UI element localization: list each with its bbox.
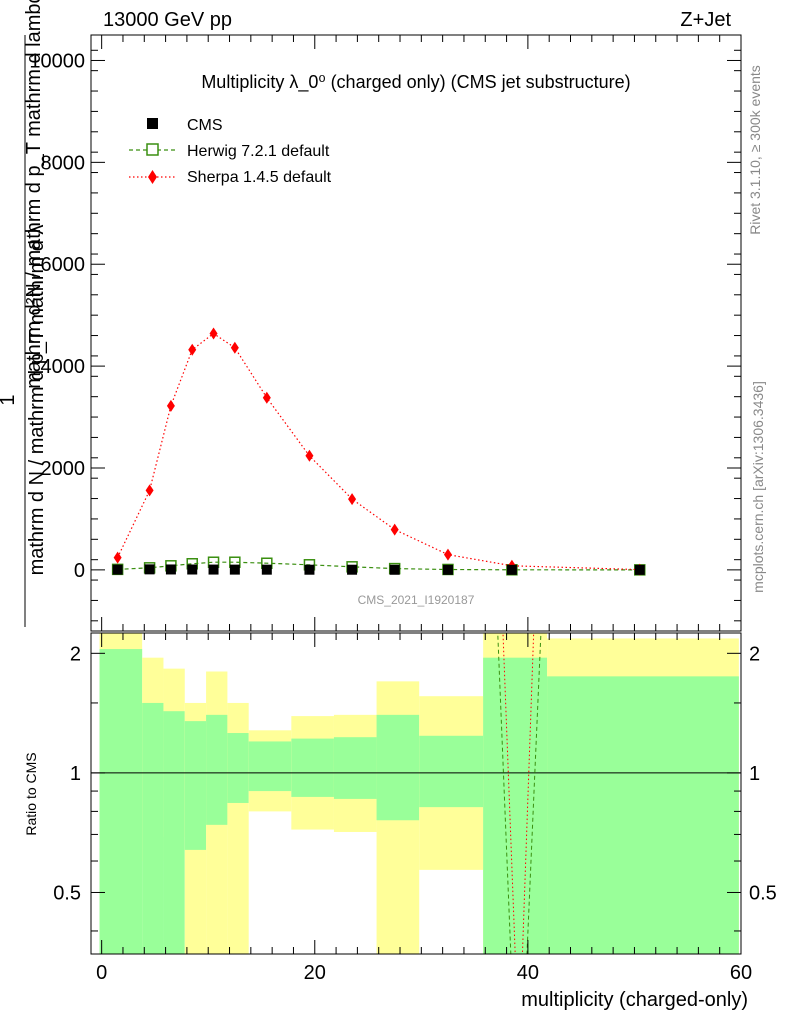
stat-band [483,657,548,954]
data-point-sherpa [348,493,357,506]
legend: CMS Herwig 7.2.1 default Sherpa 1.4.5 de… [129,117,332,186]
data-point-cms [389,564,400,575]
data-point-cms [165,564,176,575]
data-point-cms [506,564,517,575]
x-axis-label: multiplicity (charged-only) [521,989,748,1011]
stat-band [333,737,377,799]
x-tick-label: 20 [304,962,326,984]
ratio-y-axis-label: Ratio to CMS [23,752,39,835]
main-panel: 0 2000 4000 6000 8000 10000 Multiplicity λ_0⁰… [29,34,742,632]
stat-band [547,676,739,954]
data-point-cms [112,564,123,575]
y-tick-label: 4000 [41,356,86,378]
stat-band [376,714,420,821]
data-point-cms [144,564,155,575]
ratio-y-tick-label-right: 0.5 [749,882,777,904]
x-tick-label: 60 [730,962,752,984]
mcplots-label: mcplots.cern.ch [arXiv:1306.3436] [750,381,766,593]
ratio-line-herwig [497,633,542,954]
legend-marker-cms [147,118,158,129]
y-axis-label-extra: mathrm d²N / mathrm d p_T mathrm d lambd… [23,0,45,389]
y-axis-label-main: 1 [0,394,19,405]
main-frame [90,34,742,632]
legend-marker-sherpa [148,170,157,184]
stat-band [142,702,164,954]
stat-band [419,735,484,808]
y-tick-label: 8000 [41,152,86,174]
data-point-sherpa [166,399,175,412]
watermark: CMS_2021_I1920187 [358,593,475,607]
data-point-cms [208,564,219,575]
ratio-y-tick-label: 0.5 [53,882,81,904]
data-point-sherpa [145,484,154,497]
data-point-cms [261,564,272,575]
ratio-y-tick-label-right: 2 [749,643,760,665]
ratio-frame [90,632,742,955]
data-point-sherpa [188,343,197,356]
stat-band [99,649,143,954]
data-point-sherpa [230,341,239,354]
legend-marker-herwig [146,143,159,156]
ratio-y-tick-label: 1 [70,763,81,785]
process-label: Z+Jet [680,9,731,31]
data-point-sherpa [209,327,218,340]
data-point-sherpa [443,548,452,561]
data-point-sherpa [390,523,399,536]
y-tick-label: 2000 [41,458,86,480]
y-tick-label: 10000 [29,50,85,72]
beam-label: 13000 GeV pp [103,9,232,31]
data-point-cms [229,564,240,575]
y-axis-label-numerator: 1 [0,394,19,405]
series-line-sherpa [117,332,640,571]
stat-band [248,741,292,792]
x-tick-label: 40 [517,962,539,984]
stat-band [227,733,249,803]
y-tick-label: 6000 [41,254,86,276]
data-point-sherpa [113,551,122,564]
data-point-sherpa [305,449,314,462]
data-point-cms [634,564,645,575]
legend-label-herwig: Herwig 7.2.1 default [187,143,330,160]
y-axis-label-denominator: mathrm d N / mathrm d p_T mathrm d λ [26,225,48,576]
y-tick-label: 0 [74,560,85,582]
stat-band [291,738,334,797]
data-point-sherpa [262,391,271,404]
stat-band [184,721,207,850]
data-point-cms [304,564,315,575]
ratio-panel: 0.5 0.51 12 20 20 40 60 [53,632,777,984]
data-point-cms [187,564,198,575]
stat-band [163,711,185,954]
x-tick-label: 0 [96,962,107,984]
legend-label-cms: CMS [187,117,223,134]
chart-title: Multiplicity λ_0⁰ (charged only) (CMS je… [201,72,630,93]
ratio-y-tick-label: 2 [70,643,81,665]
stat-band [206,714,228,825]
rivet-label: Rivet 3.1.10, ≥ 300k events [747,65,763,235]
data-point-cms [347,564,358,575]
ratio-y-tick-label-right: 1 [749,763,760,785]
data-point-cms [442,564,453,575]
legend-label-sherpa: Sherpa 1.4.5 default [187,169,332,186]
